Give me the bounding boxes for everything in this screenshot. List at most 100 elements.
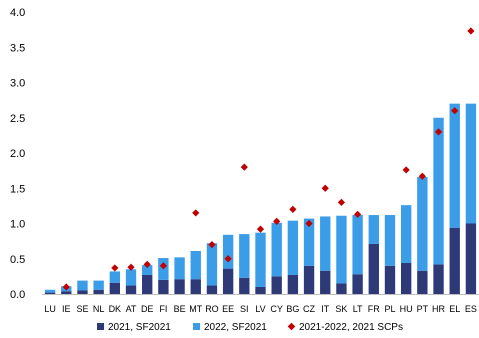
scp-marker bbox=[159, 262, 167, 270]
x-tick-label: BG bbox=[286, 304, 299, 314]
bar-segment bbox=[384, 215, 396, 266]
scp-marker bbox=[418, 172, 426, 180]
x-tick-label: SE bbox=[76, 304, 88, 314]
bar-segment bbox=[465, 223, 477, 294]
bar-segment bbox=[190, 250, 201, 280]
bar-segment bbox=[352, 215, 363, 275]
y-tick-label: 3.0 bbox=[10, 78, 25, 90]
scp-marker bbox=[256, 225, 265, 233]
x-tick-label: NL bbox=[93, 304, 105, 314]
legend-item: 2022, SF2021 bbox=[193, 322, 267, 333]
y-tick-label: 0.5 bbox=[10, 254, 25, 266]
x-tick-label: IT bbox=[321, 304, 330, 314]
bar-segment bbox=[303, 218, 315, 266]
bar-segment bbox=[271, 222, 282, 277]
bar-segment bbox=[239, 234, 250, 278]
x-tick-label: BE bbox=[174, 304, 186, 314]
bar-segment bbox=[190, 279, 201, 294]
bar-segment bbox=[206, 285, 218, 294]
x-tick-label: LV bbox=[255, 304, 265, 314]
bar-segment bbox=[239, 277, 250, 294]
x-tick-label: CZ bbox=[303, 304, 315, 314]
bar-segment bbox=[336, 215, 347, 284]
bar-segment bbox=[44, 292, 56, 294]
legend-swatch bbox=[287, 322, 296, 331]
bar-segment bbox=[158, 279, 169, 294]
scp-marker bbox=[111, 264, 119, 272]
x-tick-label: EE bbox=[222, 304, 234, 314]
scp-markers bbox=[62, 27, 475, 291]
legend-item: 2021, SF2021 bbox=[97, 322, 171, 333]
scp-marker bbox=[62, 283, 70, 291]
x-tick-label: CY bbox=[270, 304, 283, 314]
y-tick-label: 2.0 bbox=[10, 148, 25, 160]
bar-segment bbox=[109, 271, 121, 283]
bar-segment bbox=[61, 291, 72, 294]
bar-segment bbox=[384, 265, 396, 294]
x-tick-label: IE bbox=[62, 304, 71, 314]
bar-segment bbox=[206, 243, 218, 286]
scp-marker bbox=[451, 107, 459, 115]
bar-segment bbox=[93, 280, 104, 290]
bar-segment bbox=[125, 285, 137, 294]
bar-segment bbox=[368, 215, 379, 244]
bar-segment bbox=[271, 276, 282, 294]
bar-segment bbox=[174, 257, 185, 280]
y-tick-label: 1.5 bbox=[10, 183, 25, 195]
bar-segment bbox=[352, 274, 363, 294]
legend: 2021, SF2021 2022, SF2021 2021-2022, 2021 … bbox=[97, 322, 403, 333]
scp-marker bbox=[402, 166, 410, 174]
bar-segment bbox=[174, 279, 185, 294]
bar-segment bbox=[336, 283, 347, 294]
x-tick-label: MT bbox=[189, 304, 202, 314]
x-tick-label: FI bbox=[159, 304, 167, 314]
x-tick-label: DK bbox=[109, 304, 122, 314]
bar-segment bbox=[93, 289, 104, 294]
bar-segment bbox=[287, 274, 299, 294]
bar-segment bbox=[77, 290, 88, 294]
bar-segment bbox=[125, 269, 137, 286]
legend-label: 2021-2022, 2021 SCPs bbox=[299, 322, 403, 333]
scp-marker bbox=[127, 263, 135, 271]
bar-segment bbox=[433, 117, 444, 265]
bar-segment bbox=[77, 280, 88, 291]
x-tick-label: PL bbox=[384, 304, 395, 314]
x-tick-label: EL bbox=[449, 304, 460, 314]
scp-marker bbox=[224, 255, 232, 263]
y-tick-label: 2.5 bbox=[10, 113, 25, 125]
bar-segment bbox=[465, 103, 477, 224]
scp-marker bbox=[434, 128, 443, 136]
scp-marker bbox=[354, 210, 362, 218]
y-axis: 0.0 0.5 1.0 1.5 2.0 2.5 3.0 3.5 4.0 bbox=[10, 7, 25, 301]
x-tick-label: SK bbox=[335, 304, 347, 314]
legend-item: 2021-2022, 2021 SCPs bbox=[287, 322, 403, 333]
x-tick-label: SI bbox=[240, 304, 249, 314]
bar-segment bbox=[255, 286, 266, 294]
bar-segment bbox=[142, 265, 153, 275]
legend-label: 2021, SF2021 bbox=[108, 322, 171, 333]
scp-marker bbox=[273, 217, 281, 225]
bar-segment bbox=[320, 216, 331, 271]
bars bbox=[44, 103, 477, 294]
y-tick-label: 1.0 bbox=[10, 219, 25, 231]
x-tick-label: ES bbox=[465, 304, 477, 314]
x-tick-label: AT bbox=[126, 304, 137, 314]
scp-marker bbox=[305, 219, 313, 228]
bar-segment bbox=[400, 205, 412, 263]
bar-segment bbox=[449, 103, 460, 228]
bar-segment bbox=[44, 289, 56, 293]
bar-segment bbox=[287, 220, 299, 275]
bar-segment bbox=[449, 227, 460, 294]
bar-segment bbox=[433, 264, 444, 294]
x-tick-label: RO bbox=[205, 304, 219, 314]
scp-marker bbox=[143, 260, 151, 268]
x-tick-label: PT bbox=[417, 304, 429, 314]
x-tick-label: DE bbox=[141, 304, 154, 314]
bar-segment bbox=[417, 270, 428, 294]
bar-segment bbox=[255, 232, 266, 287]
scp-marker bbox=[289, 205, 297, 213]
scp-marker bbox=[321, 184, 329, 192]
legend-label: 2022, SF2021 bbox=[204, 322, 267, 333]
bar-segment bbox=[222, 268, 234, 294]
y-tick-label: 0.0 bbox=[10, 289, 25, 301]
